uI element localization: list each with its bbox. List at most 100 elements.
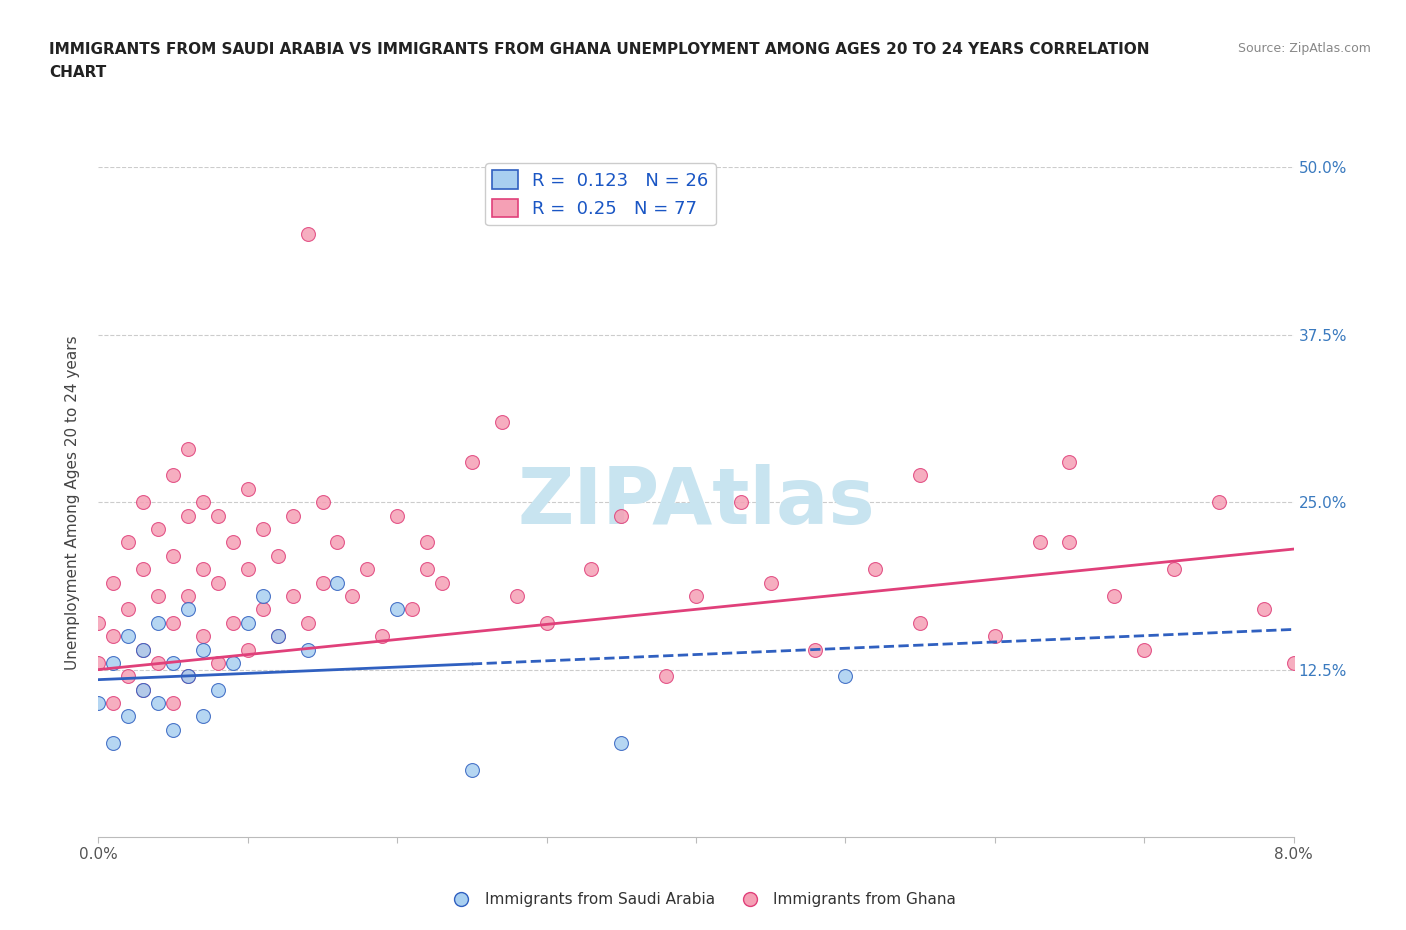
Point (1282, 656, 1305, 671)
Point (132, 495, 155, 510)
Point (148, 696, 170, 711)
Point (207, 656, 229, 671)
Point (177, 441, 200, 456)
Point (267, 629, 290, 644)
Point (311, 575, 333, 590)
Point (207, 683, 229, 698)
Text: ZIPAtlas: ZIPAtlas (517, 464, 875, 540)
Point (610, 508, 633, 523)
Point (759, 575, 782, 590)
Point (267, 629, 290, 644)
Point (297, 616, 319, 631)
Point (207, 575, 229, 590)
Point (655, 669, 678, 684)
Point (117, 535, 139, 550)
Point (117, 669, 139, 684)
Point (371, 629, 394, 644)
Text: CHART: CHART (49, 65, 107, 80)
Point (908, 616, 931, 631)
Point (236, 616, 259, 631)
Point (908, 468, 931, 483)
Point (1028, 535, 1050, 550)
Point (863, 562, 886, 577)
Point (685, 589, 707, 604)
Point (1253, 602, 1275, 617)
Point (252, 589, 274, 604)
Point (506, 589, 529, 604)
Text: Source: ZipAtlas.com: Source: ZipAtlas.com (1237, 42, 1371, 55)
Point (132, 683, 155, 698)
Point (1059, 455, 1081, 470)
Point (491, 415, 513, 430)
Point (132, 642, 155, 657)
Point (103, 736, 125, 751)
Y-axis label: Unemployment Among Ages 20 to 24 years: Unemployment Among Ages 20 to 24 years (65, 335, 80, 670)
Point (1163, 562, 1185, 577)
Point (1102, 589, 1125, 604)
Point (834, 669, 856, 684)
Point (461, 763, 484, 777)
Point (177, 589, 200, 604)
Point (87, 696, 110, 711)
Point (191, 629, 214, 644)
Point (148, 616, 170, 631)
Point (342, 589, 364, 604)
Point (148, 589, 170, 604)
Point (87, 656, 110, 671)
Point (267, 549, 290, 564)
Point (281, 508, 304, 523)
Point (162, 616, 184, 631)
Point (103, 656, 125, 671)
Point (191, 562, 214, 577)
Point (103, 696, 125, 711)
Point (730, 495, 752, 510)
Point (804, 642, 827, 657)
Point (461, 455, 484, 470)
Point (252, 602, 274, 617)
Point (162, 723, 184, 737)
Point (87, 616, 110, 631)
Point (117, 629, 139, 644)
Point (297, 642, 319, 657)
Point (191, 495, 214, 510)
Point (222, 656, 245, 671)
Point (983, 629, 1005, 644)
Point (430, 575, 453, 590)
Point (281, 589, 304, 604)
Point (401, 602, 423, 617)
Point (148, 656, 170, 671)
Point (1208, 495, 1230, 510)
Point (103, 575, 125, 590)
Point (117, 709, 139, 724)
Point (132, 642, 155, 657)
Point (162, 656, 184, 671)
Point (103, 629, 125, 644)
Point (610, 736, 633, 751)
Point (311, 495, 333, 510)
Point (385, 602, 409, 617)
Point (416, 562, 439, 577)
Point (297, 227, 319, 242)
Point (191, 709, 214, 724)
Point (1059, 535, 1081, 550)
Point (326, 575, 349, 590)
Point (236, 562, 259, 577)
Point (416, 535, 439, 550)
Point (191, 642, 214, 657)
Point (177, 669, 200, 684)
Point (162, 549, 184, 564)
Point (148, 522, 170, 537)
Legend: R =  0.123   N = 26, R =  0.25   N = 77: R = 0.123 N = 26, R = 0.25 N = 77 (485, 163, 716, 225)
Point (207, 508, 229, 523)
Text: IMMIGRANTS FROM SAUDI ARABIA VS IMMIGRANTS FROM GHANA UNEMPLOYMENT AMONG AGES 20: IMMIGRANTS FROM SAUDI ARABIA VS IMMIGRAN… (49, 42, 1150, 57)
Point (385, 508, 409, 523)
Point (1133, 642, 1156, 657)
Point (177, 508, 200, 523)
Point (117, 602, 139, 617)
Point (177, 602, 200, 617)
Point (236, 642, 259, 657)
Point (326, 535, 349, 550)
Point (222, 616, 245, 631)
Point (132, 683, 155, 698)
Point (536, 616, 558, 631)
